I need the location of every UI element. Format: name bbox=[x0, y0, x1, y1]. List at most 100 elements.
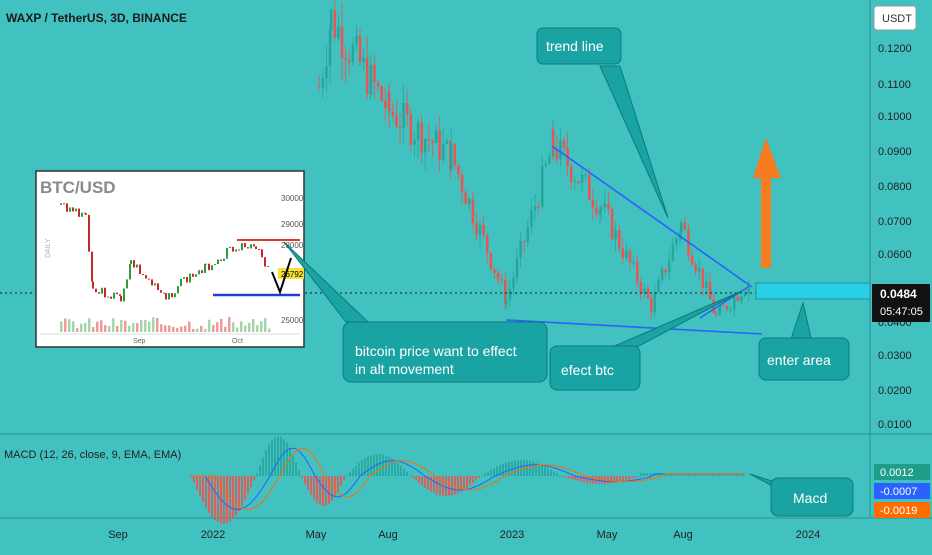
candle-body bbox=[493, 268, 496, 273]
candle-body bbox=[321, 78, 325, 88]
btc-volume-bar bbox=[108, 326, 111, 332]
lower-trendline[interactable] bbox=[505, 319, 763, 335]
candle-body bbox=[603, 203, 607, 208]
macd-bar bbox=[664, 473, 666, 476]
macd-bar bbox=[403, 468, 405, 476]
candle-body bbox=[722, 305, 725, 307]
btc-candle bbox=[75, 208, 77, 212]
btc-volume-bar bbox=[228, 317, 231, 332]
efect-btc-callout[interactable]: efect btc bbox=[549, 290, 743, 391]
bitcoin-effect-callout[interactable]: bitcoin price want to effect in alt movem… bbox=[283, 241, 548, 383]
candle-body bbox=[541, 165, 544, 207]
btc-candle bbox=[91, 251, 93, 282]
btc-volume-bar bbox=[64, 318, 67, 332]
macd-bar bbox=[589, 476, 591, 484]
btc-candle bbox=[198, 270, 200, 275]
macd-bar bbox=[535, 462, 537, 476]
candle-body bbox=[584, 174, 587, 176]
macd-bar bbox=[685, 473, 687, 476]
macd-bar bbox=[457, 476, 459, 494]
macd-bar bbox=[373, 454, 375, 476]
candle-body bbox=[416, 122, 420, 140]
macd-bar bbox=[298, 470, 300, 476]
trend-line-label: trend line bbox=[546, 38, 604, 54]
enter-area-zone[interactable] bbox=[755, 282, 871, 300]
candle-body bbox=[351, 44, 355, 62]
btc-tick-30000: 30000 bbox=[281, 194, 304, 203]
btc-volume-bar bbox=[160, 324, 163, 332]
macd-bar bbox=[349, 471, 351, 476]
btc-volume-bar bbox=[124, 320, 127, 332]
candle-body bbox=[318, 86, 321, 88]
macd-bar bbox=[538, 463, 540, 476]
macd-bar bbox=[238, 476, 240, 512]
candle-body bbox=[544, 163, 548, 166]
btc-candle bbox=[63, 203, 65, 205]
btc-volume-bar bbox=[156, 317, 159, 332]
candle-body bbox=[420, 122, 423, 153]
macd-bar bbox=[634, 476, 636, 478]
candle-body bbox=[504, 279, 507, 304]
macd-bar bbox=[271, 440, 273, 476]
candle-body bbox=[333, 10, 337, 38]
candlestick-series[interactable] bbox=[318, 0, 750, 320]
macd-line-value: -0.0007 bbox=[880, 486, 917, 498]
macd-bar bbox=[550, 469, 552, 476]
price-tick: 0.0300 bbox=[878, 350, 912, 362]
candle-body bbox=[457, 165, 460, 175]
candle-body bbox=[715, 313, 718, 315]
btc-candle bbox=[192, 273, 194, 277]
macd-bar bbox=[655, 473, 657, 476]
macd-bar bbox=[484, 473, 486, 476]
enter-area-callout[interactable]: enter area bbox=[758, 301, 850, 381]
candle-body bbox=[515, 257, 519, 278]
btc-candle bbox=[211, 265, 213, 271]
btc-candle bbox=[85, 213, 87, 215]
btc-candle bbox=[66, 203, 68, 212]
macd-bar bbox=[574, 476, 576, 481]
macd-bar bbox=[598, 476, 600, 484]
macd-bar bbox=[559, 475, 561, 477]
candle-body bbox=[736, 296, 740, 302]
btc-candle bbox=[157, 283, 159, 291]
macd-bar bbox=[427, 476, 429, 490]
macd-bar bbox=[406, 471, 408, 476]
currency-button[interactable] bbox=[873, 5, 917, 31]
trend-line-callout[interactable]: trend line bbox=[536, 27, 669, 219]
candle-body bbox=[505, 299, 508, 304]
macd-bar bbox=[601, 476, 603, 484]
macd-bar bbox=[580, 476, 582, 482]
macd-bar bbox=[235, 476, 237, 516]
macd-bar bbox=[673, 473, 675, 476]
btc-candle bbox=[180, 278, 182, 287]
candle-body bbox=[657, 279, 660, 293]
macd-bar bbox=[367, 456, 369, 476]
btc-candle bbox=[189, 273, 191, 283]
candle-body bbox=[537, 206, 540, 208]
macd-bar bbox=[715, 473, 717, 476]
macd-bar bbox=[616, 476, 618, 483]
candle-body bbox=[406, 102, 409, 115]
macd-bar bbox=[490, 469, 492, 476]
macd-bar bbox=[331, 476, 333, 501]
macd-bar bbox=[463, 476, 465, 490]
candle-body bbox=[328, 29, 332, 67]
price-tick: 0.0600 bbox=[878, 249, 912, 261]
candle-body bbox=[362, 57, 365, 63]
btc-tick-28000: 28000 bbox=[281, 241, 304, 250]
btc-candle bbox=[258, 249, 260, 251]
candle-body bbox=[625, 250, 628, 259]
btc-candle bbox=[160, 290, 162, 293]
macd-bar bbox=[571, 476, 573, 480]
macd-bar bbox=[382, 454, 384, 476]
chart-title: WAXP / TetherUS, 3D, BINANCE bbox=[6, 11, 187, 25]
candle-body bbox=[607, 203, 610, 210]
macd-callout[interactable]: Macd bbox=[749, 473, 854, 517]
btc-candle bbox=[113, 292, 115, 299]
upper-trendline[interactable] bbox=[551, 145, 753, 288]
macd-bar bbox=[661, 473, 663, 476]
candle-body bbox=[701, 268, 705, 288]
candle-body bbox=[632, 261, 635, 263]
